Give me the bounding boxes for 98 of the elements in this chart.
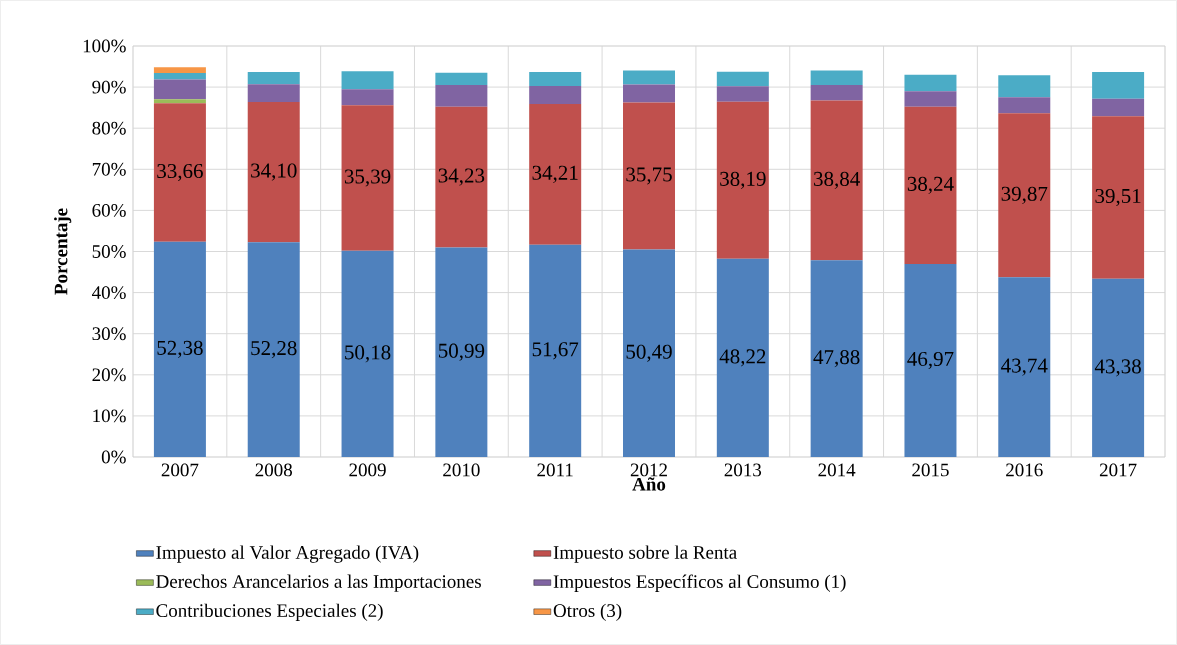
- bar: [435, 247, 488, 457]
- x-tick-label: 2007: [161, 463, 199, 477]
- bar: [716, 101, 769, 259]
- data-label: 52,38: [157, 340, 203, 358]
- legend-label: Impuestos Específicos al Consumo (1): [553, 574, 846, 592]
- y-tick-label: 40%: [92, 286, 126, 300]
- data-label: 47,88: [813, 350, 860, 368]
- y-tick-label: 10%: [93, 409, 126, 423]
- bar: [810, 70, 863, 85]
- bar: [435, 106, 488, 248]
- data-label: 52,28: [251, 340, 297, 359]
- bar: [716, 71, 769, 87]
- y-tick-label: 80%: [92, 121, 126, 135]
- bar: [435, 84, 488, 107]
- bar: [341, 105, 394, 251]
- bar: [623, 84, 675, 103]
- bar: [1092, 98, 1145, 117]
- bar: [153, 241, 206, 457]
- data-label: 33,66: [157, 163, 203, 182]
- legend-label: Derechos Arancelarios a las Importaciones: [156, 574, 481, 592]
- legend-label: Impuesto al Valor Agregado (IVA): [156, 545, 419, 563]
- bar: [810, 260, 863, 457]
- data-label: 38,24: [907, 176, 954, 194]
- y-tick-label: 100%: [83, 39, 126, 53]
- bar: [247, 71, 300, 85]
- bar: [153, 72, 206, 80]
- bar: [716, 86, 769, 102]
- data-label: 38,84: [814, 171, 860, 189]
- bar: [153, 67, 206, 73]
- data-label: 48,22: [719, 349, 766, 367]
- bar: [341, 71, 394, 90]
- data-label: 46,97: [907, 351, 954, 370]
- data-label: 51,67: [532, 342, 579, 360]
- x-axis-title: Año: [632, 477, 666, 491]
- data-label: 50,99: [438, 343, 485, 361]
- bar: [716, 258, 769, 457]
- bar: [810, 100, 863, 261]
- bar: [247, 242, 300, 457]
- x-tick-label: 2009: [349, 463, 386, 477]
- x-tick-label: 2008: [255, 463, 293, 477]
- bar: [247, 84, 300, 102]
- y-tick-label: 20%: [92, 368, 126, 382]
- bar: [998, 97, 1051, 114]
- bar: [435, 72, 488, 85]
- data-label: 34,23: [438, 168, 485, 186]
- bar: [529, 104, 582, 245]
- x-tick-label: 2014: [818, 463, 856, 477]
- bar: [904, 74, 957, 92]
- data-label: 35,75: [626, 167, 672, 185]
- legend-label: Otros (3): [553, 603, 622, 621]
- data-label: 38,19: [720, 171, 766, 189]
- data-label: 50,18: [345, 345, 391, 363]
- y-tick-label: 60%: [92, 203, 126, 217]
- bar: [998, 113, 1051, 278]
- bar: [1092, 71, 1145, 99]
- x-tick-label: 2016: [1006, 463, 1043, 477]
- bar: [341, 250, 394, 457]
- bar: [623, 70, 675, 85]
- data-label: 43,74: [1001, 358, 1048, 376]
- bar: [153, 103, 206, 242]
- bar: [998, 75, 1051, 98]
- x-tick-label: 2010: [443, 463, 480, 477]
- bar: [623, 102, 675, 250]
- bar: [1092, 116, 1145, 279]
- bar: [153, 99, 206, 104]
- bar: [1092, 278, 1145, 457]
- y-tick-label: 90%: [92, 80, 126, 94]
- data-label: 43,38: [1094, 359, 1141, 377]
- data-label: 50,49: [626, 344, 672, 362]
- bar: [810, 84, 863, 101]
- y-tick-label: 30%: [92, 327, 126, 341]
- legend-label: Contribuciones Especiales (2): [156, 603, 383, 621]
- bar: [529, 244, 582, 457]
- bar: [904, 263, 957, 457]
- legend-label: Impuesto sobre la Renta: [553, 545, 737, 563]
- x-tick-label: 2015: [912, 463, 949, 477]
- data-label: 34,10: [251, 163, 297, 181]
- bar: [341, 89, 394, 106]
- y-axis-title: Porcentaje: [54, 208, 72, 295]
- bar: [623, 249, 675, 457]
- data-label: 34,21: [532, 165, 578, 183]
- bar: [904, 91, 957, 107]
- bar: [529, 71, 582, 86]
- bar: [904, 106, 957, 264]
- bar: [247, 101, 300, 243]
- data-label: 35,39: [344, 169, 391, 187]
- x-tick-label: 2013: [724, 463, 762, 477]
- data-label: 39,87: [1001, 186, 1048, 204]
- bar: [153, 79, 206, 100]
- bar: [529, 85, 582, 105]
- x-tick-label: 2017: [1099, 463, 1137, 477]
- y-tick-label: 70%: [92, 162, 126, 176]
- bar: [998, 277, 1051, 457]
- y-tick-label: 0%: [101, 450, 126, 464]
- x-tick-label: 2012: [630, 463, 667, 477]
- data-label: 39,51: [1095, 188, 1141, 207]
- x-tick-label: 2011: [537, 463, 573, 477]
- y-tick-label: 50%: [92, 245, 126, 258]
